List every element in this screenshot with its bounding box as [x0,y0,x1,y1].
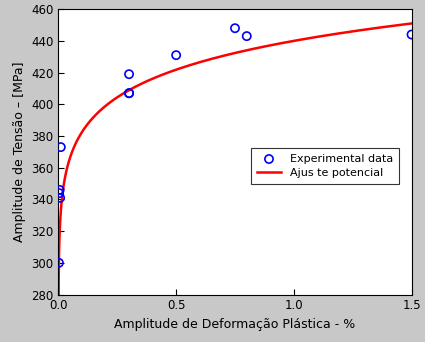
Y-axis label: Amplitude de Tensão – [MPa]: Amplitude de Tensão – [MPa] [13,62,26,242]
Ajus te potencial [117,94,122,98]
X-axis label: Amplitude de Deformação Plástica - %: Amplitude de Deformação Plástica - % [114,318,356,331]
Experimental data [56,260,62,266]
Ajus te potencial [364,27,369,31]
Experimental data [126,91,133,96]
Ajus te potencial [56,338,61,342]
Experimental data [56,187,63,193]
Experimental data [173,52,179,58]
Experimental data [56,190,62,196]
Experimental data [126,71,133,77]
Ajus te potencial [191,62,196,66]
Ajus te potencial [96,110,101,114]
Line: Ajus te potencial: Ajus te potencial [59,24,411,340]
Experimental data [244,34,250,39]
Experimental data [57,144,64,150]
Experimental data [57,195,63,201]
Legend: Experimental data, Ajus te potencial: Experimental data, Ajus te potencial [251,148,399,184]
Ajus te potencial [402,22,407,26]
Experimental data [408,32,415,37]
Experimental data [232,25,238,31]
Ajus te potencial [207,57,212,62]
Ajus te potencial [409,22,414,26]
Experimental data [126,91,133,96]
